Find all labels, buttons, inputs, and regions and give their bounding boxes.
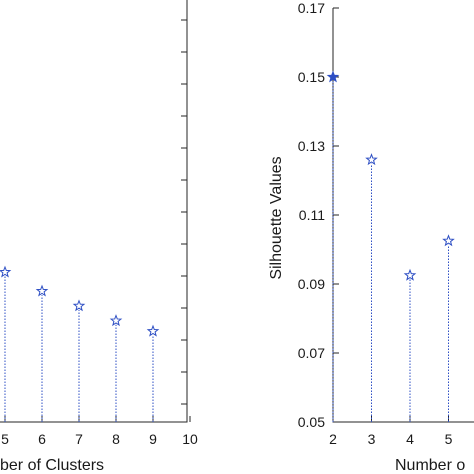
left-x-tick-label: 8: [112, 431, 120, 447]
left-y-ticks: [181, 19, 187, 405]
right-stem-marker: [326, 70, 340, 83]
left-x-ticks: 5 6 7 8 9 10: [1, 416, 198, 447]
right-x-ticks: 2 3 4 5: [329, 416, 453, 447]
right-y-tick-label: 0.07: [298, 345, 325, 361]
left-x-tick-label: 7: [75, 431, 83, 447]
right-chart-panel: 0.05 0.07 0.09 0.11 0.13 0.15 0.17 2 3 4 5 Silhou…: [268, 0, 474, 474]
left-x-tick-label: 10: [182, 431, 198, 447]
right-x-tick-label: 4: [406, 431, 414, 447]
right-y-tick-label: 0.15: [298, 69, 325, 85]
right-axis-frame: [332, 8, 474, 423]
left-x-tick-label: 6: [38, 431, 46, 447]
right-stem-marker: [442, 234, 455, 247]
right-x-tick-label: 5: [445, 431, 453, 447]
right-stem-series: [326, 70, 455, 422]
left-x-tick-label: 9: [149, 431, 157, 447]
left-stem-marker: [146, 324, 160, 337]
right-y-tick-label: 0.17: [298, 0, 325, 16]
right-y-tick-label: 0.09: [298, 276, 325, 292]
right-y-tick-label: 0.05: [298, 414, 325, 430]
right-y-tick-label: 0.13: [298, 138, 325, 154]
left-stem-marker: [35, 284, 49, 297]
left-axis-frame: [0, 0, 188, 423]
left-chart-panel: 5 6 7 8 9 10 ber of Clusters: [0, 0, 198, 474]
right-stem-marker: [365, 153, 378, 166]
right-y-ticks: 0.05 0.07 0.09 0.11 0.13 0.15 0.17: [298, 0, 339, 430]
right-x-tick-label: 2: [329, 431, 337, 447]
right-y-tick-label: 0.11: [299, 207, 325, 223]
right-x-tick-label: 3: [368, 431, 376, 447]
left-stem-series: [0, 265, 160, 422]
left-stem-marker: [109, 314, 123, 327]
left-stem-marker: [0, 265, 12, 278]
left-x-tick-label: 5: [1, 431, 9, 447]
right-x-axis-label: Number o: [395, 457, 465, 474]
right-y-axis-label: Silhouette Values: [268, 156, 285, 279]
right-stem-marker: [403, 268, 417, 281]
left-stem-marker: [72, 299, 86, 312]
left-x-axis-label: ber of Clusters: [0, 457, 104, 474]
